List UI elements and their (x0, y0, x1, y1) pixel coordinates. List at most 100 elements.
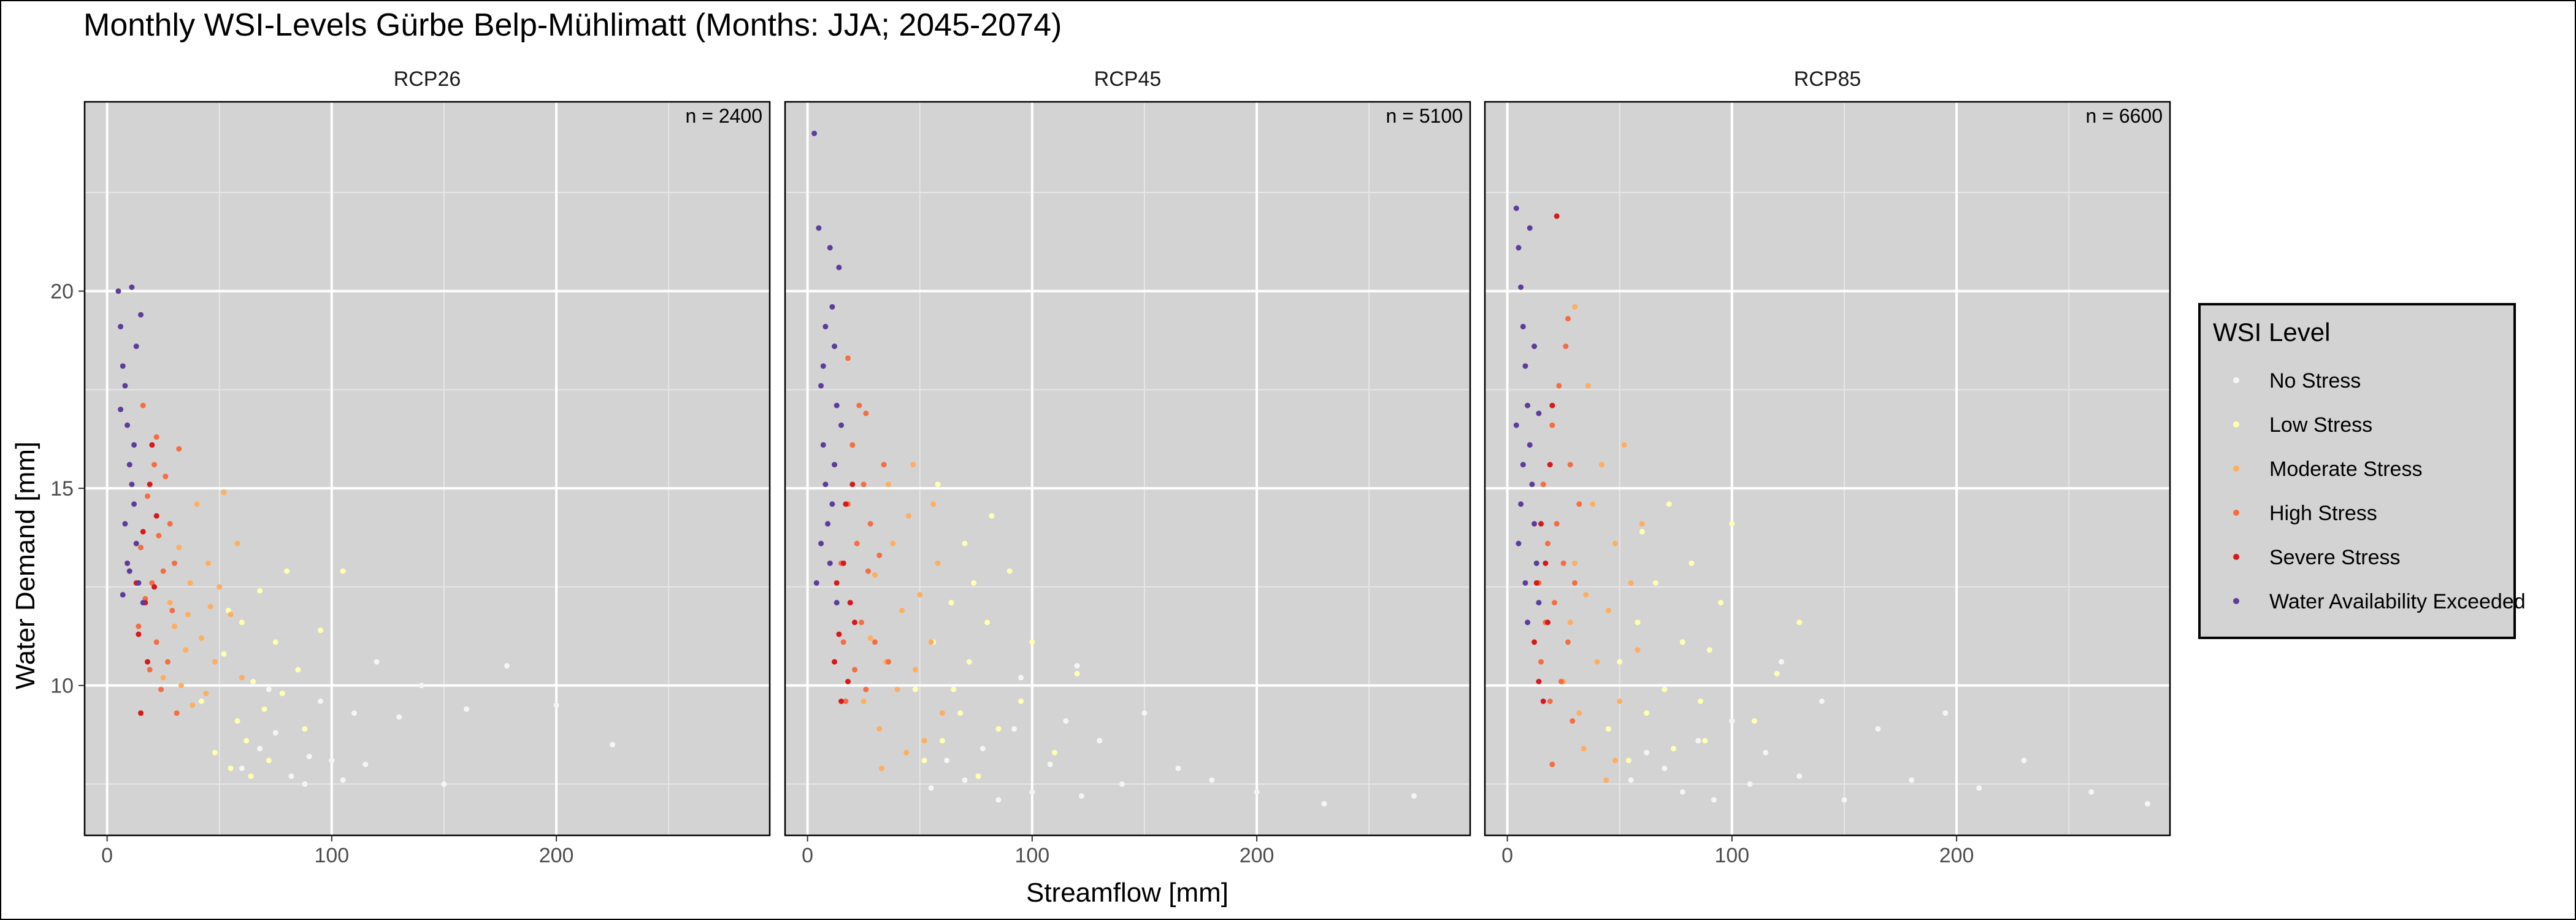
data-point (1652, 580, 1658, 586)
data-point (464, 706, 470, 712)
data-point (1549, 402, 1555, 408)
data-point (984, 619, 991, 626)
data-point (854, 540, 860, 546)
data-point (822, 324, 829, 330)
data-point (836, 264, 842, 270)
data-point (836, 631, 842, 637)
data-point (250, 678, 256, 684)
legend-swatch (2233, 510, 2239, 516)
data-point (1531, 343, 1538, 350)
legend-title: WSI Level (2213, 318, 2330, 347)
series-high-stress (838, 355, 891, 704)
data-point (813, 580, 819, 586)
data-point (190, 702, 196, 708)
legend-item-low-stress: Low Stress (2233, 413, 2372, 437)
data-point (203, 691, 209, 697)
data-point (198, 698, 204, 704)
data-point (840, 639, 846, 645)
data-point (187, 580, 193, 586)
data-point (167, 521, 173, 527)
panel-n-label: n = 5100 (1386, 105, 1463, 127)
panel-rcp45: RCP45 n = 5100 0 100 200 (784, 67, 1471, 867)
data-point (1547, 698, 1553, 704)
data-point (885, 659, 891, 665)
data-point (890, 540, 896, 546)
data-point (894, 686, 900, 692)
data-point (228, 611, 234, 618)
data-point (2021, 757, 2027, 764)
data-point (1527, 442, 1533, 448)
data-point (207, 604, 213, 610)
data-point (930, 501, 937, 507)
data-point (441, 781, 447, 787)
data-point (872, 639, 878, 645)
data-point (975, 773, 981, 780)
data-point (1411, 793, 1417, 799)
data-point (1321, 801, 1327, 807)
data-point (1556, 383, 1562, 389)
data-point (1558, 678, 1565, 684)
data-point (827, 560, 833, 566)
data-point (158, 686, 164, 692)
data-point (131, 501, 137, 507)
data-point (248, 773, 254, 780)
data-point (832, 343, 838, 350)
data-point (1520, 462, 1526, 468)
data-point (1554, 521, 1560, 527)
data-point (138, 710, 144, 716)
x-axis-label: Streamflow [mm] (1026, 878, 1229, 908)
data-point (1976, 785, 1982, 791)
series-moderate-stress (1560, 304, 1645, 783)
data-point (145, 493, 151, 499)
data-point (834, 402, 840, 408)
data-point (504, 663, 510, 669)
data-point (205, 560, 211, 566)
data-point (829, 501, 835, 507)
data-point (1841, 797, 1847, 803)
data-point (912, 686, 918, 692)
series-water-availability-exceeded (115, 284, 146, 606)
data-point (120, 363, 126, 369)
data-point (1747, 781, 1753, 787)
data-point (1671, 746, 1677, 752)
data-point (266, 757, 272, 764)
data-point (261, 706, 267, 712)
data-point (1563, 343, 1569, 350)
data-point (1585, 383, 1591, 389)
data-point (1141, 710, 1148, 716)
data-point (1078, 793, 1084, 799)
panel-background (785, 102, 1470, 835)
data-point (176, 545, 182, 551)
data-point (995, 797, 1002, 803)
data-point (1538, 659, 1544, 665)
legend-label: Water Availability Exceeded (2269, 590, 2526, 613)
series-moderate-stress (160, 489, 245, 708)
data-point (917, 592, 923, 598)
data-point (125, 422, 131, 428)
data-point (838, 422, 845, 428)
data-point (418, 683, 424, 689)
data-point (1549, 761, 1555, 767)
data-point (133, 540, 139, 546)
data-point (169, 607, 175, 613)
data-point (939, 738, 945, 744)
legend: WSI Level No Stress Low Stress Moderate St… (2198, 303, 2526, 639)
panel-border (784, 101, 1471, 837)
data-point (362, 761, 369, 767)
data-point (396, 714, 402, 720)
series-high-stress (136, 402, 182, 716)
data-point (1612, 540, 1618, 546)
data-point (1567, 462, 1573, 468)
data-point (340, 568, 346, 574)
panel-n-label: n = 2400 (686, 105, 762, 127)
data-point (1540, 698, 1546, 704)
data-point (284, 568, 290, 574)
series-moderate-stress (861, 462, 945, 772)
data-point (903, 749, 910, 756)
data-point (863, 686, 869, 692)
data-point (1522, 363, 1528, 369)
data-point (1702, 738, 1708, 744)
panel-strip-label: RCP45 (1094, 67, 1162, 91)
data-point (153, 434, 159, 440)
data-point (1527, 225, 1533, 231)
